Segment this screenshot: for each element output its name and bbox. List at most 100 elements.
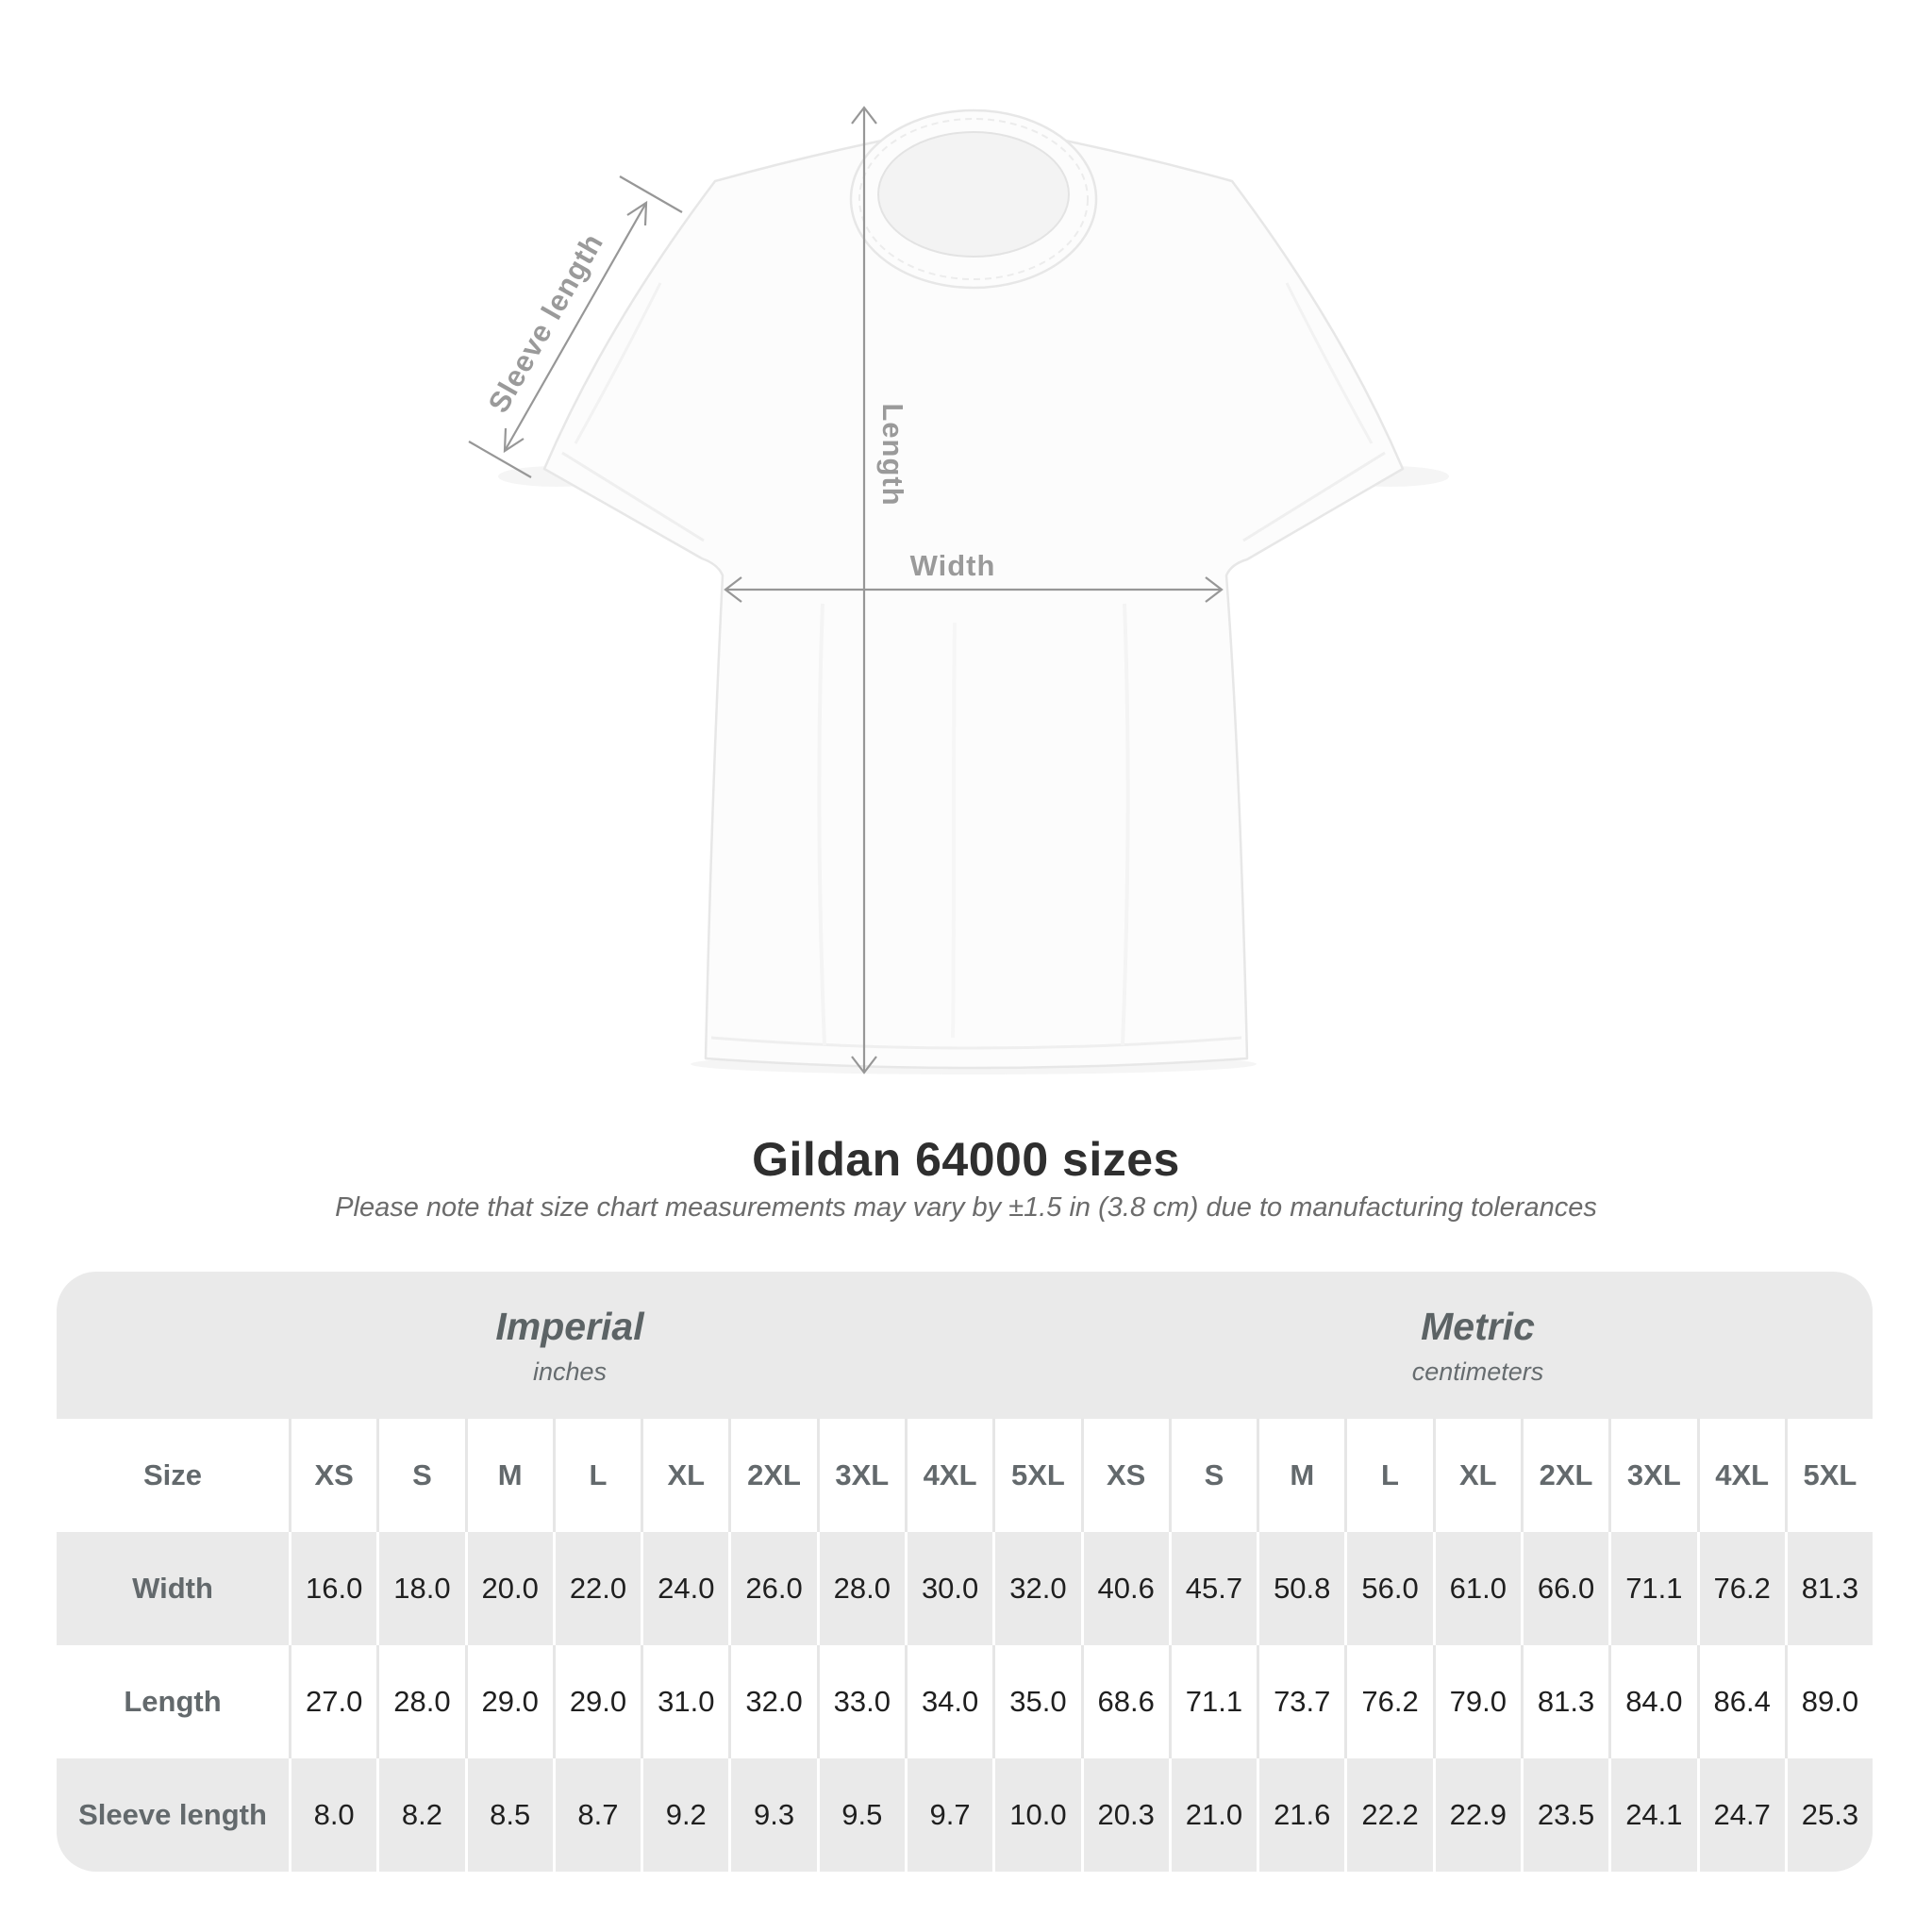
- sleeve-value: 24.7: [1696, 1758, 1785, 1872]
- size-col-header: 2XL: [1520, 1419, 1608, 1532]
- sleeve-value: 20.3: [1080, 1758, 1169, 1872]
- size-col-header: 2XL: [728, 1419, 816, 1532]
- width-value: 61.0: [1432, 1532, 1521, 1645]
- width-label: Width: [910, 549, 996, 582]
- length-value: 29.0: [464, 1645, 553, 1758]
- sleeve-value: 10.0: [992, 1758, 1080, 1872]
- sleeve-value: 9.5: [816, 1758, 905, 1872]
- length-value: 81.3: [1520, 1645, 1608, 1758]
- measurement-annotations: [468, 106, 1224, 1074]
- sleeve-value: 9.7: [904, 1758, 992, 1872]
- length-value: 27.0: [289, 1645, 376, 1758]
- size-col-header: S: [376, 1419, 464, 1532]
- length-value: 79.0: [1432, 1645, 1521, 1758]
- length-value: 68.6: [1080, 1645, 1169, 1758]
- unit-group-header: Imperial inches Metric centimeters: [57, 1272, 1873, 1419]
- width-value: 30.0: [904, 1532, 992, 1645]
- size-col-header: XL: [1432, 1419, 1521, 1532]
- width-value: 40.6: [1080, 1532, 1169, 1645]
- width-value: 56.0: [1344, 1532, 1432, 1645]
- width-value: 76.2: [1696, 1532, 1785, 1645]
- size-col-header: 4XL: [904, 1419, 992, 1532]
- size-table: Imperial inches Metric centimeters Size …: [57, 1272, 1873, 1872]
- metric-group-header: Metric centimeters: [1083, 1272, 1873, 1419]
- table-row-length: Length 27.0 28.0 29.0 29.0 31.0 32.0 33.…: [57, 1645, 1873, 1758]
- size-col-header: 5XL: [1784, 1419, 1873, 1532]
- width-value: 71.1: [1608, 1532, 1696, 1645]
- length-value: 32.0: [728, 1645, 816, 1758]
- imperial-unit: inches: [532, 1357, 608, 1386]
- table-row-width: Width 16.0 18.0 20.0 22.0 24.0 26.0 28.0…: [57, 1532, 1873, 1645]
- length-value: 76.2: [1344, 1645, 1432, 1758]
- width-value: 28.0: [816, 1532, 905, 1645]
- size-col-header: 3XL: [816, 1419, 905, 1532]
- sleeve-value: 21.6: [1257, 1758, 1344, 1872]
- table-row-sleeve-length: Sleeve length 8.0 8.2 8.5 8.7 9.2 9.3 9.…: [57, 1758, 1873, 1872]
- imperial-group-header: Imperial inches: [57, 1272, 1083, 1419]
- sleeve-value: 8.5: [464, 1758, 553, 1872]
- length-value: 86.4: [1696, 1645, 1785, 1758]
- size-col-header: S: [1168, 1419, 1257, 1532]
- sleeve-value: 23.5: [1520, 1758, 1608, 1872]
- length-value: 33.0: [816, 1645, 905, 1758]
- page-subtitle: Please note that size chart measurements…: [335, 1192, 1597, 1223]
- sleeve-value: 22.9: [1432, 1758, 1521, 1872]
- size-col-header: 5XL: [992, 1419, 1080, 1532]
- row-label: Width: [132, 1572, 213, 1605]
- metric-unit: centimeters: [1411, 1357, 1544, 1386]
- size-col-header: 4XL: [1696, 1419, 1785, 1532]
- length-value: 84.0: [1608, 1645, 1696, 1758]
- width-value: 50.8: [1257, 1532, 1344, 1645]
- width-value: 81.3: [1784, 1532, 1873, 1645]
- length-value: 29.0: [552, 1645, 641, 1758]
- width-value: 16.0: [289, 1532, 376, 1645]
- width-value: 32.0: [992, 1532, 1080, 1645]
- sleeve-value: 8.2: [376, 1758, 464, 1872]
- sleeve-value: 9.2: [641, 1758, 728, 1872]
- width-value: 45.7: [1168, 1532, 1257, 1645]
- table-row-sizes: Size XS S M L XL 2XL 3XL 4XL 5XL XS S M …: [57, 1419, 1873, 1532]
- sleeve-value: 25.3: [1784, 1758, 1873, 1872]
- tshirt-image: [542, 108, 1405, 1070]
- imperial-label: Imperial: [495, 1304, 644, 1348]
- sleeve-value: 9.3: [728, 1758, 816, 1872]
- width-value: 20.0: [464, 1532, 553, 1645]
- length-value: 31.0: [641, 1645, 728, 1758]
- size-col-header: M: [1257, 1419, 1344, 1532]
- tshirt-measurement-diagram: Sleeve length Length Width: [468, 106, 1405, 1074]
- width-arrow: [724, 576, 1224, 603]
- width-value: 26.0: [728, 1532, 816, 1645]
- size-col-header: XS: [289, 1419, 376, 1532]
- length-value: 34.0: [904, 1645, 992, 1758]
- row-label: Length: [124, 1685, 222, 1718]
- width-value: 66.0: [1520, 1532, 1608, 1645]
- length-value: 73.7: [1257, 1645, 1344, 1758]
- size-col-header: L: [552, 1419, 641, 1532]
- size-col-header: L: [1344, 1419, 1432, 1532]
- sleeve-value: 22.2: [1344, 1758, 1432, 1872]
- size-col-header: 3XL: [1608, 1419, 1696, 1532]
- sleeve-value: 24.1: [1608, 1758, 1696, 1872]
- length-value: 89.0: [1784, 1645, 1873, 1758]
- collar: [849, 108, 1098, 290]
- page-title: Gildan 64000 sizes: [752, 1133, 1180, 1186]
- size-col-header: XS: [1080, 1419, 1169, 1532]
- width-value: 18.0: [376, 1532, 464, 1645]
- length-value: 28.0: [376, 1645, 464, 1758]
- size-col-header: M: [464, 1419, 553, 1532]
- metric-label: Metric: [1421, 1304, 1535, 1348]
- corner-label: Size: [142, 1458, 203, 1491]
- length-label: Length: [876, 403, 909, 506]
- sleeve-length-arrow: [468, 175, 683, 478]
- length-value: 71.1: [1168, 1645, 1257, 1758]
- sleeve-value: 8.7: [552, 1758, 641, 1872]
- row-label: Sleeve length: [78, 1798, 267, 1831]
- length-value: 35.0: [992, 1645, 1080, 1758]
- sleeve-value: 8.0: [289, 1758, 376, 1872]
- tshirt-seams: [561, 282, 1386, 1050]
- width-value: 22.0: [552, 1532, 641, 1645]
- size-col-header: XL: [641, 1419, 728, 1532]
- sleeve-value: 21.0: [1168, 1758, 1257, 1872]
- width-value: 24.0: [641, 1532, 728, 1645]
